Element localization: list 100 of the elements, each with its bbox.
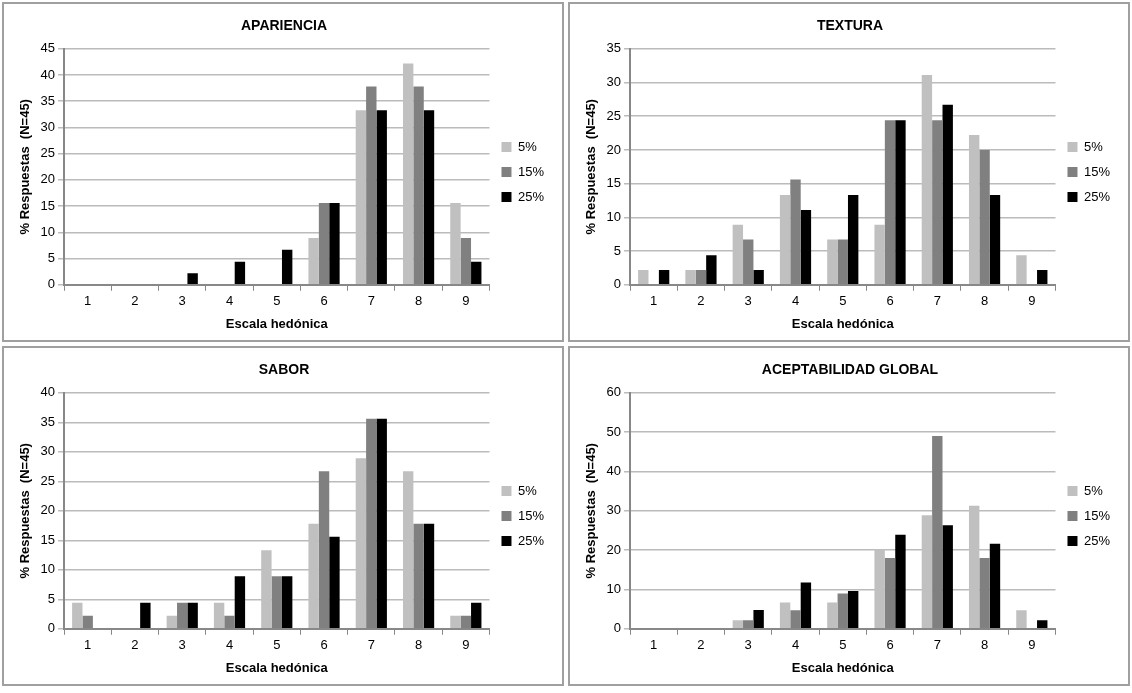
y-tick-label: 30: [40, 119, 56, 135]
x-tick-label: 7: [933, 637, 941, 653]
bar: [989, 543, 1001, 629]
x-tick-label: 1: [84, 293, 92, 309]
bar: [1037, 620, 1048, 629]
chart-title: TEXTURA: [816, 17, 884, 34]
y-axis-title: % Respuestas (N=45): [583, 99, 599, 235]
y-tick-label: 45: [40, 40, 56, 56]
y-tick-label: 30: [40, 443, 56, 459]
chart-title: SABOR: [258, 361, 310, 378]
bar: [187, 602, 198, 629]
y-tick-label: 0: [613, 276, 622, 292]
bar: [376, 110, 387, 285]
bar: [471, 261, 482, 285]
y-tick-label: 25: [40, 145, 56, 161]
y-tick-label: 0: [47, 276, 56, 292]
y-tick-label: 35: [40, 413, 56, 429]
y-tick-label: 15: [40, 531, 56, 547]
legend-label: 15%: [1083, 163, 1111, 179]
bar: [732, 620, 744, 629]
bar: [827, 602, 838, 629]
x-tick-label: 8: [980, 293, 989, 309]
x-tick-label: 8: [980, 637, 989, 653]
legend-label: 25%: [517, 532, 545, 548]
x-tick-label: 5: [839, 637, 847, 653]
x-tick-label: 3: [178, 293, 186, 309]
x-tick-label: 5: [273, 293, 281, 309]
y-tick-label: 0: [47, 620, 56, 636]
x-tick-label: 9: [462, 293, 470, 309]
x-tick-label: 3: [744, 293, 752, 309]
x-tick-label: 7: [933, 293, 941, 309]
x-tick-label: 1: [650, 637, 658, 653]
y-tick-label: 10: [606, 581, 622, 597]
x-tick-label: 6: [886, 637, 894, 653]
bar: [800, 209, 812, 285]
x-tick-label: 4: [225, 637, 234, 653]
y-tick-label: 40: [606, 463, 622, 479]
y-tick-label: 5: [47, 250, 56, 266]
x-tick-label: 6: [886, 293, 894, 309]
bar: [989, 195, 1001, 285]
y-tick-label: 35: [606, 40, 622, 56]
x-tick-label: 1: [84, 637, 92, 653]
x-tick-label: 1: [650, 293, 658, 309]
bar: [942, 525, 953, 629]
y-tick-label: 35: [40, 92, 56, 108]
legend-label: 5%: [1083, 482, 1104, 498]
bar: [753, 609, 764, 629]
y-tick-label: 30: [606, 502, 622, 518]
x-tick-label: 4: [791, 637, 800, 653]
legend-label: 25%: [1083, 188, 1111, 204]
y-tick-label: 10: [606, 208, 622, 224]
y-axis-title: % Respuestas (N=45): [583, 443, 599, 579]
legend-label: 15%: [517, 163, 545, 179]
bar: [638, 269, 649, 285]
x-tick-label: 8: [414, 637, 423, 653]
x-tick-label: 3: [178, 637, 186, 653]
y-tick-label: 20: [606, 541, 622, 557]
x-tick-label: 7: [367, 637, 375, 653]
legend-label: 15%: [1083, 507, 1111, 523]
bar: [779, 602, 791, 629]
bar: [942, 104, 953, 285]
x-tick-label: 5: [839, 293, 847, 309]
bar: [753, 269, 764, 285]
bar: [166, 615, 178, 629]
bar: [471, 602, 482, 629]
bar: [281, 576, 293, 629]
x-tick-label: 2: [697, 637, 705, 653]
legend-label: 25%: [517, 188, 545, 204]
x-tick-label: 6: [320, 637, 328, 653]
legend-label: 25%: [1083, 532, 1111, 548]
y-tick-label: 15: [606, 175, 622, 191]
x-tick-label: 9: [1028, 637, 1036, 653]
x-tick-label: 4: [225, 293, 234, 309]
y-tick-label: 25: [606, 107, 622, 123]
x-axis-title: Escala hedónica: [225, 315, 329, 331]
y-tick-label: 10: [40, 561, 56, 577]
y-tick-label: 50: [606, 423, 622, 439]
bar: [706, 255, 717, 285]
chart-title: APARIENCIA: [240, 17, 328, 34]
bar: [329, 536, 340, 629]
legend-label: 5%: [517, 482, 538, 498]
y-tick-label: 5: [47, 590, 56, 606]
bar: [376, 418, 387, 629]
y-axis-title: % Respuestas (N=45): [17, 443, 33, 579]
bar: [234, 261, 246, 285]
x-tick-label: 2: [131, 293, 139, 309]
x-tick-label: 2: [131, 637, 139, 653]
legend-label: 5%: [1083, 138, 1104, 154]
x-tick-label: 5: [273, 637, 281, 653]
bar: [423, 523, 435, 629]
x-axis-title: Escala hedónica: [791, 315, 895, 331]
x-tick-label: 3: [744, 637, 752, 653]
bar: [234, 576, 246, 629]
y-tick-label: 60: [606, 384, 622, 400]
y-tick-label: 5: [613, 242, 622, 258]
x-tick-label: 9: [1028, 293, 1036, 309]
bar: [685, 269, 696, 285]
y-tick-label: 30: [606, 74, 622, 90]
y-tick-label: 20: [606, 141, 622, 157]
y-tick-label: 20: [40, 502, 56, 518]
